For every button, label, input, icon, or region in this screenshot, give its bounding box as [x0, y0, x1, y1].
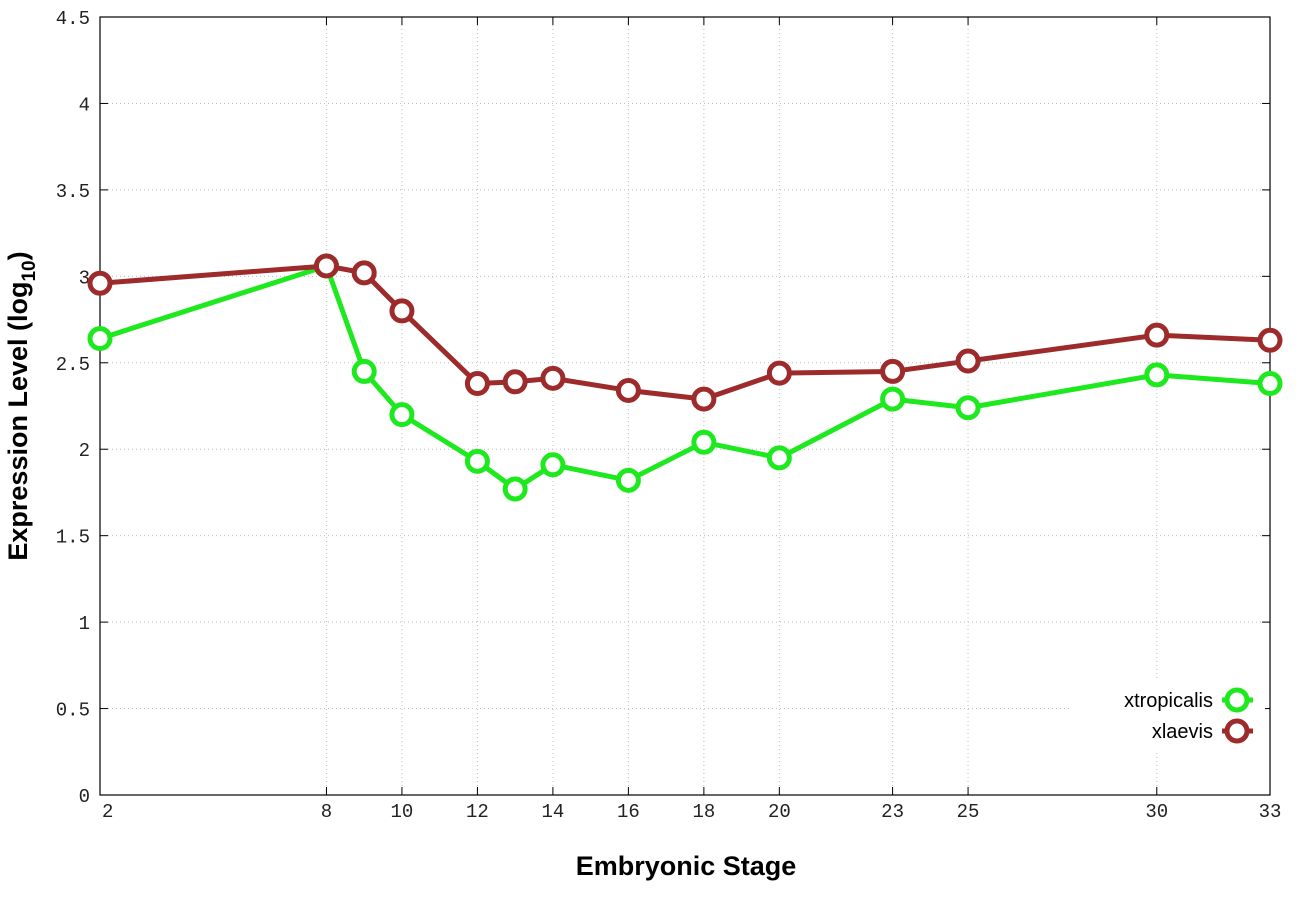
data-point-xtropicalis [1257, 371, 1283, 397]
data-point-xlaevis [540, 365, 566, 391]
x-tick-label: 2 [102, 801, 113, 823]
y-tick-label: 3 [79, 267, 90, 289]
data-point-xtropicalis [691, 429, 717, 455]
y-axis-title-main: Expression Level (log [3, 282, 33, 561]
x-tick-label: 8 [321, 801, 332, 823]
data-point-xtropicalis [540, 452, 566, 478]
legend-marker-xtropicalis [1224, 687, 1250, 713]
y-tick-label: 4.5 [56, 8, 90, 30]
data-point-xtropicalis [1144, 362, 1170, 388]
y-tick-label: 1 [79, 613, 90, 635]
data-point-xlaevis [880, 358, 906, 384]
x-tick-label: 10 [391, 801, 414, 823]
data-point-xlaevis [87, 270, 113, 296]
y-tick-label: 0.5 [56, 700, 90, 722]
legend-label-xlaevis: xlaevis [1152, 721, 1213, 743]
x-tick-label: 23 [881, 801, 904, 823]
data-point-xlaevis [389, 298, 415, 324]
data-point-xtropicalis [766, 445, 792, 471]
y-axis-title-close: ) [3, 251, 33, 260]
data-point-xlaevis [502, 369, 528, 395]
y-tick-label: 1.5 [56, 527, 90, 549]
x-tick-label: 20 [768, 801, 791, 823]
data-point-xtropicalis [87, 326, 113, 352]
x-tick-label: 14 [541, 801, 564, 823]
series-layer [87, 253, 1283, 502]
y-tick-label: 2.5 [56, 354, 90, 376]
data-point-xlaevis [766, 360, 792, 386]
data-point-xtropicalis [615, 467, 641, 493]
x-tick-label: 16 [617, 801, 640, 823]
x-tick-label: 30 [1145, 801, 1168, 823]
series-xtropicalis [87, 253, 1283, 502]
data-point-xlaevis [691, 386, 717, 412]
data-point-xlaevis [351, 260, 377, 286]
legend-label-xtropicalis: xtropicalis [1124, 690, 1213, 712]
series-xlaevis [87, 253, 1283, 412]
x-tick-label: 18 [692, 801, 715, 823]
legend-marker-xlaevis [1224, 718, 1250, 744]
x-tick-label: 33 [1259, 801, 1282, 823]
data-point-xtropicalis [351, 358, 377, 384]
data-point-xlaevis [615, 377, 641, 403]
data-point-xtropicalis [880, 386, 906, 412]
data-point-xtropicalis [389, 402, 415, 428]
data-point-xtropicalis [464, 448, 490, 474]
data-point-xlaevis [1257, 327, 1283, 353]
plot-frame [99, 16, 1271, 796]
y-axis-title-subscript: 10 [19, 260, 40, 281]
y-axis-tick-labels: 0 0.5 1 1.5 2 2.5 3 3.5 4 4.5 [56, 8, 90, 808]
y-tick-label: 0 [79, 786, 90, 808]
x-tick-label: 12 [466, 801, 489, 823]
x-axis-title: Embryonic Stage [576, 851, 797, 881]
x-tick-label: 25 [957, 801, 980, 823]
y-axis-title: Expression Level (log10) [3, 251, 40, 560]
data-point-xlaevis [955, 348, 981, 374]
data-point-xlaevis [313, 253, 339, 279]
data-point-xlaevis [464, 371, 490, 397]
data-point-xlaevis [1144, 322, 1170, 348]
y-tick-label: 3.5 [56, 181, 90, 203]
data-point-xtropicalis [502, 476, 528, 502]
y-tick-label: 4 [79, 94, 90, 116]
x-axis-tick-labels: 2 8 10 12 14 16 18 20 23 25 30 33 [102, 801, 1281, 823]
y-tick-label: 2 [79, 440, 90, 462]
legend: xtropicalis xlaevis [1070, 680, 1265, 752]
data-point-xtropicalis [955, 395, 981, 421]
